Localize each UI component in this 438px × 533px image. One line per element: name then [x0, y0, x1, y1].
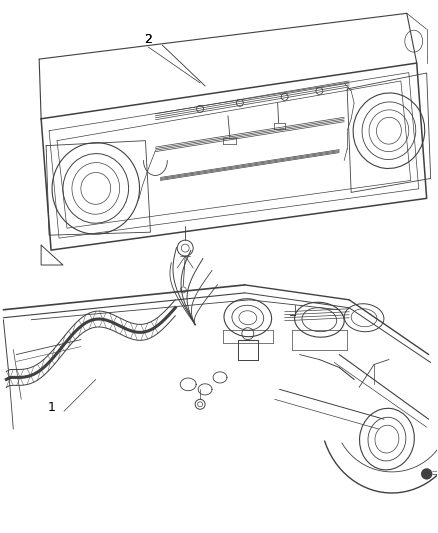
Text: 2: 2	[145, 33, 152, 46]
Circle shape	[422, 469, 431, 479]
Text: 2: 2	[145, 33, 152, 46]
Text: 1: 1	[48, 401, 56, 414]
